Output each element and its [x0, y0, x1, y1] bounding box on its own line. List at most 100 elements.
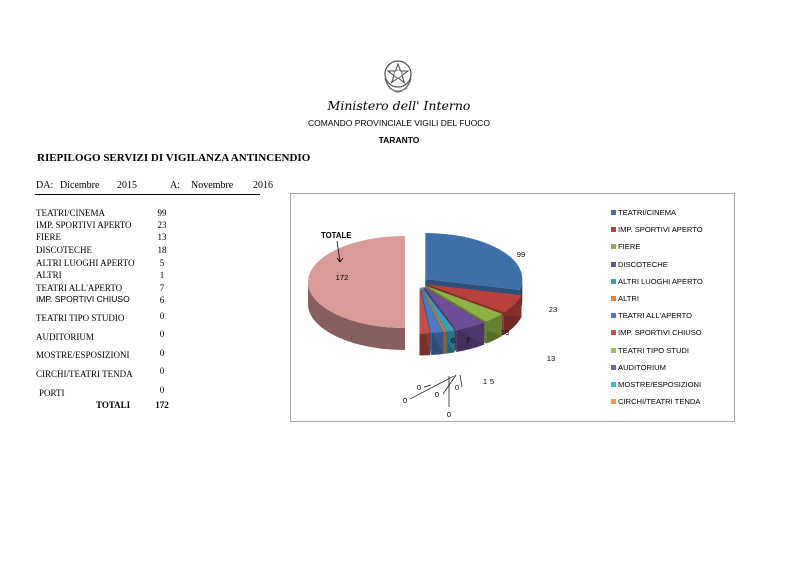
pie-slice-totale	[308, 236, 405, 350]
data-label-discoteche: 18	[501, 328, 509, 337]
data-label-altri: 1	[483, 377, 487, 386]
leader-line	[442, 374, 457, 395]
pie-slice-imp-sportivi-chiuso	[419, 287, 431, 356]
legend-item-circhi-teatri-tenda: CIRCHI/TEATRI TENDA	[611, 395, 729, 409]
legend-label: TEATRI ALL'APERTO	[618, 311, 693, 321]
legend-label: IMP. SPORTIVI CHIUSO	[618, 328, 702, 338]
table-row-label: TEATRI ALL'APERTO	[36, 283, 123, 293]
total-callout-arrow	[336, 240, 344, 263]
table-row-value: 0	[159, 385, 165, 395]
table-row-value: 0	[159, 311, 165, 321]
legend-label: AUDITORIUM	[618, 362, 666, 372]
table-row-value: 1	[159, 270, 165, 280]
period-to-year: 2016	[253, 180, 273, 191]
data-label-imp-sportivi-aperto: 23	[549, 305, 557, 314]
table-row-value: 99	[157, 208, 167, 218]
legend-swatch	[611, 347, 616, 353]
legend-item-imp-sportivi-chiuso: IMP. SPORTIVI CHIUSO	[611, 326, 729, 340]
legend-label: ALTRI LUOGHI APERTO	[618, 276, 703, 286]
table-row-label: CIRCHI/TEATRI TENDA	[36, 369, 133, 379]
pie-chart: 99 23 13 18 51 7 6 172 0 0 0 0 0 TOTALE	[308, 231, 557, 419]
data-label-teatri-tipo-studi: 0	[455, 383, 459, 392]
period-to-month: Novembre	[191, 180, 234, 191]
legend-label: MOSTRE/ESPOSIZIONI	[618, 380, 702, 389]
legend-swatch	[611, 330, 616, 336]
city-name: TARANTO	[378, 135, 420, 145]
italian-republic-emblem	[384, 60, 412, 93]
legend-item-discoteche: DISCOTECHE	[611, 258, 729, 272]
data-label-mostre-esposizioni: 0	[417, 383, 421, 392]
table-row-label: PORTI	[39, 388, 65, 398]
legend-label: FIERE	[618, 242, 641, 252]
data-label-imp-sportivi-chiuso: 6	[451, 336, 455, 345]
legend-item-mostre-esposizioni: MOSTRE/ESPOSIZIONI	[611, 378, 729, 392]
leader-line	[459, 374, 463, 388]
legend-swatch	[611, 313, 616, 319]
table-row-value: 5	[159, 258, 165, 268]
table-row-label: TEATRI TIPO STUDIO	[36, 313, 125, 323]
legend-item-teatri-all-aperto: TEATRI ALL'APERTO	[611, 309, 729, 323]
leader-line	[409, 375, 455, 400]
leader-line	[423, 384, 432, 388]
ministry-name: Ministero dell' Interno	[327, 98, 471, 113]
table-row-value: 0	[159, 329, 165, 339]
table-row-label: DISCOTECHE	[36, 245, 92, 255]
data-label-totale: 172	[336, 273, 349, 282]
legend-item-teatri-tipo-studi: TEATRI TIPO STUDI	[611, 344, 729, 358]
legend-swatch	[611, 382, 616, 387]
table-row-label: ALTRI	[36, 270, 62, 280]
period-to-label: A:	[170, 180, 180, 191]
legend-swatch	[611, 296, 616, 301]
total-label: TOTALI	[96, 400, 131, 410]
total-value: 172	[155, 400, 169, 410]
legend-label: DISCOTECHE	[618, 259, 668, 269]
data-label-auditorium: 0	[435, 390, 439, 399]
data-label-teatri-all-aperto: 7	[466, 336, 470, 345]
legend-label: IMP. SPORTIVI APERTO	[618, 225, 703, 235]
table-row-value: 13	[157, 232, 167, 242]
report-title: RIEPILOGO SERVIZI DI VIGILANZA ANTINCEND…	[37, 152, 311, 164]
table-row-label: MOSTRE/ESPOSIZIONI	[36, 350, 130, 360]
table-row-value: 0	[159, 366, 165, 376]
period-from-month: Dicembre	[60, 180, 100, 191]
table-row-label: IMP. SPORTIVI CHIUSO	[36, 294, 130, 304]
data-label-circhi-teatri-tenda: 0	[403, 396, 407, 405]
table-row-value: 7	[159, 283, 165, 293]
legend-label: TEATRI/CINEMA	[618, 208, 677, 217]
table-row-label: AUDITORIUM	[36, 332, 94, 342]
table-row-value: 0	[159, 348, 165, 358]
data-label-zero: 0	[447, 410, 451, 419]
legend-swatch	[611, 278, 616, 284]
data-label-fiere: 13	[547, 354, 555, 363]
legend-swatch	[611, 399, 616, 405]
period-underline	[35, 194, 260, 195]
department-name: COMANDO PROVINCIALE VIGILI DEL FUOCO	[308, 118, 490, 128]
legend-swatch	[611, 244, 616, 250]
table-row-value: 23	[157, 220, 167, 230]
legend-swatch	[611, 210, 616, 215]
legend-swatch	[611, 364, 616, 370]
data-label-altri-luoghi-aperto: 5	[490, 377, 494, 386]
legend-item-auditorium: AUDITORIUM	[611, 361, 729, 375]
period-from-label: DA:	[36, 180, 54, 191]
legend-label: CIRCHI/TEATRI TENDA	[618, 397, 701, 407]
table-row-label: ALTRI LUOGHI APERTO	[36, 258, 135, 268]
legend-item-fiere: FIERE	[611, 240, 729, 254]
legend-item-altri: ALTRI	[611, 292, 729, 306]
legend-label: TEATRI TIPO STUDI	[618, 345, 690, 355]
table-row-label: FIERE	[36, 232, 62, 242]
total-callout: TOTALE	[321, 231, 351, 240]
table-row-value: 6	[159, 295, 165, 305]
pie-chart-frame: 99 23 13 18 5 1 7 6 172 0 0 0 0 0 TOTALE TEATRI/CINEMA…	[290, 193, 735, 422]
table-row-value: 18	[157, 245, 167, 255]
legend-item-altri-luoghi-aperto: ALTRI LUOGHI APERTO	[611, 275, 729, 289]
table-row-label: TEATRI/CINEMA	[36, 208, 105, 218]
table-row-label: IMP. SPORTIVI APERTO	[36, 220, 132, 230]
legend-swatch	[611, 261, 616, 267]
legend-item-imp-sportivi-aperto: IMP. SPORTIVI APERTO	[611, 223, 729, 237]
period-from-year: 2015	[117, 180, 137, 191]
data-label-teatri-cinema: 99	[517, 250, 525, 259]
legend-label: ALTRI	[618, 294, 639, 303]
legend-item-teatri-cinema: TEATRI/CINEMA	[611, 206, 729, 220]
